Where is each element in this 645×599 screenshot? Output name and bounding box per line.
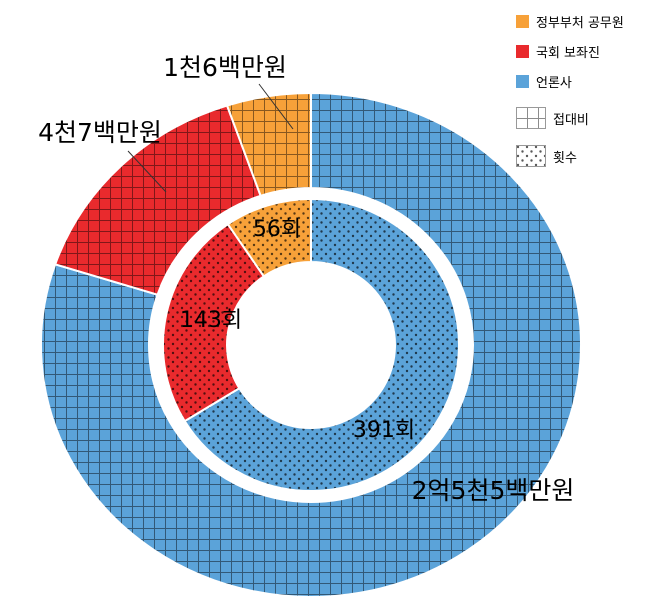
segment-inner-media-pattern: [184, 199, 460, 492]
legend-label-assembly-aides: 국회 보좌진: [536, 46, 600, 61]
label-inner-media: 391회: [353, 418, 415, 443]
segment-inner-assembly-aides-pattern: [163, 224, 264, 422]
legend-item-expenses: 접대비: [516, 107, 624, 129]
legend-swatch-grid-pattern: [516, 107, 546, 129]
legend-swatch-assembly-aides: [516, 45, 529, 58]
legend-swatch-gov-officials: [516, 15, 529, 28]
label-outer-media: 2억5천5백만원: [412, 476, 575, 505]
segment-inner-media-border: [183, 197, 461, 492]
legend-item-count: 횟수: [516, 145, 624, 167]
legend-label-gov-officials: 정부부처 공무원: [536, 16, 624, 31]
legend-item-media: 언론사: [516, 72, 624, 91]
segment-outer-media-border: [40, 91, 582, 598]
chart-legend: 정부부처 공무원 국회 보좌진 언론사 접대비 횟수: [516, 12, 624, 167]
label-inner-gov-officials: 56회: [253, 217, 301, 242]
segment-outer-gov-officials-border: [225, 91, 312, 198]
legend-label-media: 언론사: [536, 76, 572, 91]
legend-swatch-media: [516, 75, 529, 88]
segment-outer-gov-officials-pattern: [227, 93, 311, 196]
donut-segments: [40, 91, 582, 598]
segment-inner-gov-officials-border: [226, 197, 312, 278]
legend-label-expenses: 접대비: [553, 112, 589, 128]
label-outer-assembly-aides: 4천7백만원: [38, 118, 162, 147]
segment-outer-assembly-aides-pattern: [55, 105, 261, 295]
label-inner-assembly-aides: 143회: [180, 308, 242, 333]
segment-inner-assembly-aides-border: [162, 222, 266, 423]
segment-outer-media-pattern: [40, 93, 581, 597]
legend-swatch-dots-pattern: [516, 145, 546, 167]
leader-line-gov-officials: [258, 83, 294, 130]
segment-inner-gov-officials-pattern: [227, 199, 311, 277]
legend-label-count: 횟수: [553, 150, 577, 166]
label-outer-gov-officials: 1천6백만원: [163, 53, 287, 82]
legend-item-gov-officials: 정부부처 공무원: [516, 12, 624, 31]
legend-item-assembly-aides: 국회 보좌진: [516, 42, 624, 61]
leader-line-assembly-aides: [127, 150, 167, 193]
